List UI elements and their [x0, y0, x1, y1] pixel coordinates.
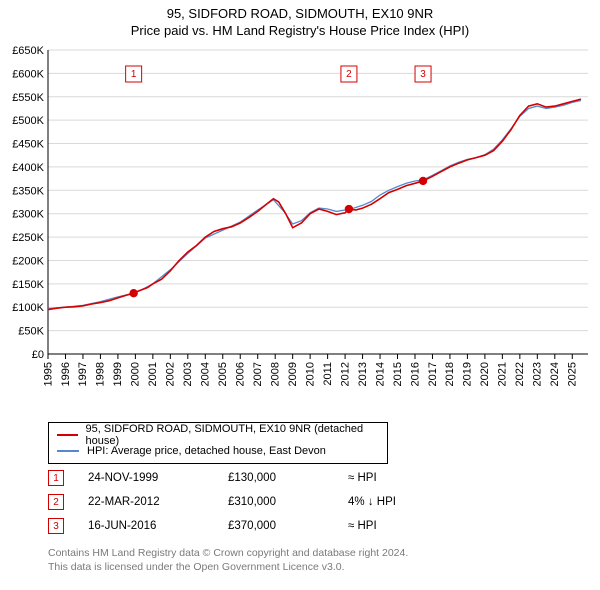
event-price: £130,000: [228, 472, 348, 484]
attribution-footer: Contains HM Land Registry data © Crown c…: [48, 546, 558, 574]
x-tick-label: 1995: [42, 362, 54, 386]
sale-marker-label-1: 1: [131, 69, 137, 80]
x-tick-label: 2014: [374, 362, 386, 386]
x-tick-label: 2019: [462, 362, 474, 386]
y-tick-label: £150K: [12, 279, 44, 291]
event-date: 24-NOV-1999: [88, 472, 228, 484]
x-tick-label: 2024: [549, 362, 561, 386]
legend-swatch: [57, 434, 78, 436]
x-tick-label: 2023: [532, 362, 544, 386]
y-tick-label: £0: [32, 349, 44, 361]
x-tick-label: 2025: [567, 362, 579, 386]
event-price: £310,000: [228, 496, 348, 508]
footer-line-1: Contains HM Land Registry data © Crown c…: [48, 546, 558, 560]
event-hpi: ≈ HPI: [348, 472, 458, 484]
x-tick-label: 2000: [130, 362, 142, 386]
x-tick-label: 2008: [269, 362, 281, 386]
sale-point-1: [129, 289, 137, 297]
x-tick-label: 2007: [252, 362, 264, 386]
x-tick-label: 2016: [409, 362, 421, 386]
x-tick-label: 2020: [479, 362, 491, 386]
legend-label: HPI: Average price, detached house, East…: [87, 445, 326, 457]
sale-marker-label-2: 2: [346, 69, 352, 80]
event-marker-3: 3: [48, 518, 64, 534]
legend: 95, SIDFORD ROAD, SIDMOUTH, EX10 9NR (de…: [48, 422, 388, 464]
series-price_paid: [48, 99, 581, 310]
y-tick-label: £350K: [12, 185, 44, 197]
x-tick-label: 2018: [444, 362, 456, 386]
x-tick-label: 1998: [95, 362, 107, 386]
x-tick-label: 2022: [514, 362, 526, 386]
y-tick-label: £50K: [18, 326, 44, 338]
event-hpi: ≈ HPI: [348, 520, 458, 532]
event-hpi: 4% ↓ HPI: [348, 496, 458, 508]
sale-events-table: 124-NOV-1999£130,000≈ HPI222-MAR-2012£31…: [48, 466, 558, 538]
x-tick-label: 2009: [287, 362, 299, 386]
y-tick-label: £450K: [12, 139, 44, 151]
x-tick-label: 2002: [165, 362, 177, 386]
x-tick-label: 2017: [427, 362, 439, 386]
y-tick-label: £250K: [12, 232, 44, 244]
y-tick-label: £400K: [12, 162, 44, 174]
sale-marker-label-3: 3: [420, 69, 426, 80]
footer-line-2: This data is licensed under the Open Gov…: [48, 560, 558, 574]
x-tick-label: 2010: [304, 362, 316, 386]
legend-row-0: 95, SIDFORD ROAD, SIDMOUTH, EX10 9NR (de…: [57, 427, 379, 443]
y-tick-label: £500K: [12, 115, 44, 127]
y-tick-label: £300K: [12, 209, 44, 221]
sale-point-3: [419, 177, 427, 185]
y-tick-label: £200K: [12, 255, 44, 267]
event-row-1: 1 24-NOV-1999£130,000≈ HPI: [48, 466, 558, 490]
event-row-3: 3 16-JUN-2016£370,000≈ HPI: [48, 514, 558, 538]
x-tick-label: 2012: [339, 362, 351, 386]
x-tick-label: 1996: [60, 362, 72, 386]
x-tick-label: 2006: [235, 362, 247, 386]
event-row-2: 2 22-MAR-2012£310,0004% ↓ HPI: [48, 490, 558, 514]
title-subtitle: Price paid vs. HM Land Registry's House …: [0, 23, 600, 38]
title-address: 95, SIDFORD ROAD, SIDMOUTH, EX10 9NR: [0, 6, 600, 21]
x-tick-label: 1997: [77, 362, 89, 386]
x-tick-label: 2001: [147, 362, 159, 386]
y-tick-label: £550K: [12, 92, 44, 104]
x-tick-label: 2015: [392, 362, 404, 386]
chart-titles: 95, SIDFORD ROAD, SIDMOUTH, EX10 9NR Pri…: [0, 0, 600, 38]
x-tick-label: 2003: [182, 362, 194, 386]
chart-area: £0 £50K £100K £150K £200K £250K £300K £350K £400…: [6, 44, 594, 414]
x-tick-label: 2005: [217, 362, 229, 386]
event-marker-1: 1: [48, 470, 64, 486]
price-chart: £0 £50K £100K £150K £200K £250K £300K £350K £400…: [6, 44, 594, 414]
legend-swatch: [57, 450, 79, 452]
event-date: 16-JUN-2016: [88, 520, 228, 532]
x-tick-label: 2021: [497, 362, 509, 386]
y-tick-label: £650K: [12, 45, 44, 57]
x-tick-label: 1999: [112, 362, 124, 386]
y-tick-label: £100K: [12, 302, 44, 314]
event-date: 22-MAR-2012: [88, 496, 228, 508]
event-price: £370,000: [228, 520, 348, 532]
legend-label: 95, SIDFORD ROAD, SIDMOUTH, EX10 9NR (de…: [86, 423, 379, 447]
x-tick-label: 2013: [357, 362, 369, 386]
event-marker-2: 2: [48, 494, 64, 510]
x-tick-label: 2004: [200, 362, 212, 386]
y-tick-label: £600K: [12, 68, 44, 80]
sale-point-2: [345, 205, 353, 213]
x-tick-label: 2011: [322, 362, 334, 386]
series-hpi: [48, 101, 581, 309]
